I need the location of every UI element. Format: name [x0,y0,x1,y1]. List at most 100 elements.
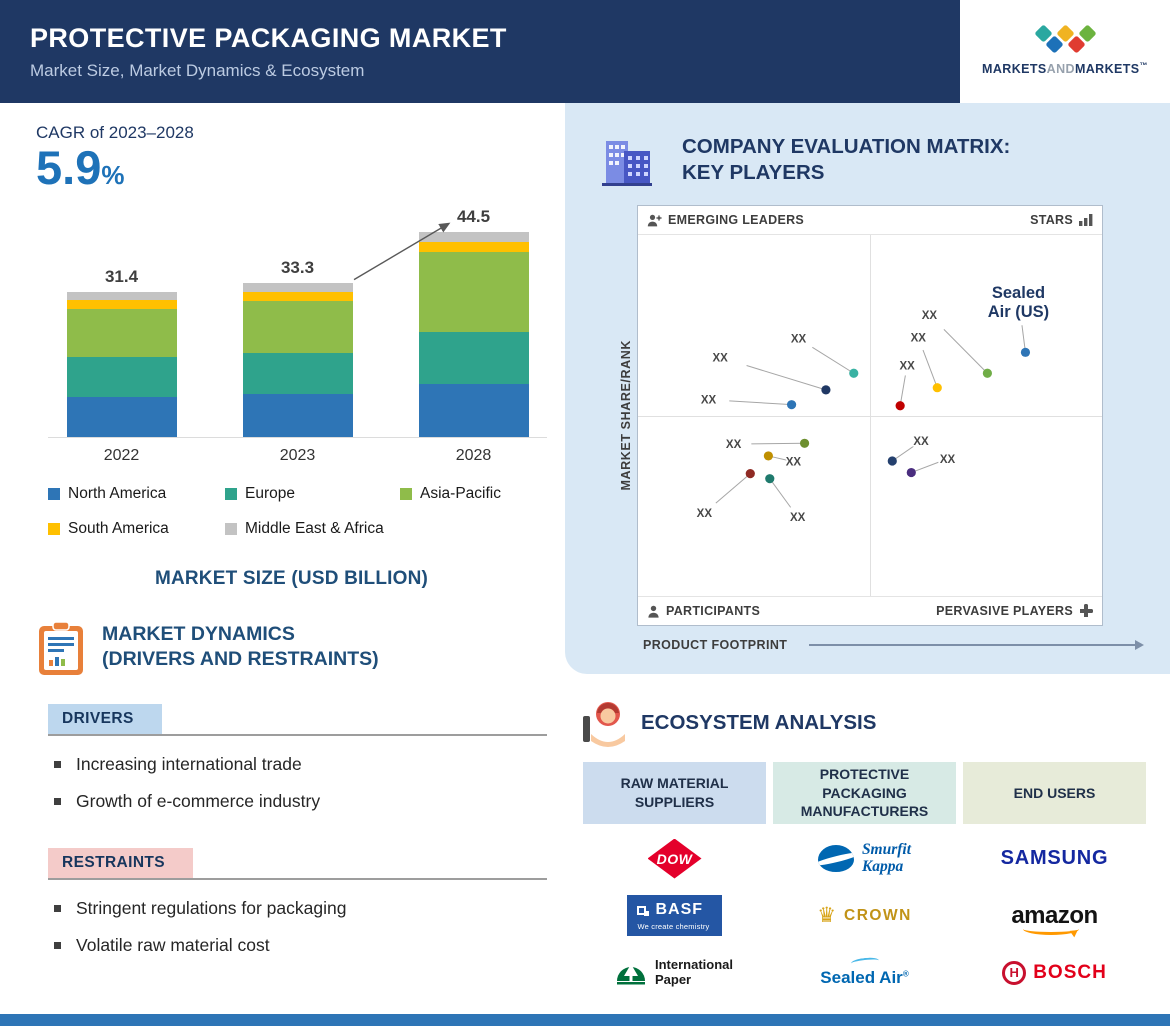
placeholder-label: XX [786,457,802,469]
content: CAGR of 2023–2028 5.9% 31.4 33.3 44.5 2022… [0,103,1170,1014]
bar-segment [66,396,177,437]
placeholder-label: XX [701,395,717,407]
company-dot [763,451,773,461]
end-users-column: END USERS SAMSUNG amazon [963,762,1146,1001]
smurfit-kappa-wordmark: Smurfit Kappa [861,841,912,875]
placeholder-label: XX [712,352,728,364]
legend-item: South America [48,520,225,538]
bar-total-label: 31.4 [104,267,139,287]
sealed-air-swoosh-icon [850,956,879,967]
bar-segment [418,231,529,243]
brand-wordmark: MARKETSANDMARKETS™ [982,61,1148,76]
international-paper-tree-icon [616,963,645,984]
international-paper-wordmark: International Paper [654,956,733,987]
bosch-wordmark: BOSCH [1033,961,1107,983]
logo-cell: International Paper [583,944,766,1001]
bar-2023: 33.3 [242,258,353,437]
company-buildings-icon [602,141,652,186]
legend-label: South America [68,519,169,537]
matrix-title: COMPANY EVALUATION MATRIX: KEY PLAYERS [682,134,1010,185]
logo-cell: SAMSUNG [963,830,1146,887]
legend-item: Middle East & Africa [225,520,400,538]
raw-material-suppliers-column: RAW MATERIAL SUPPLIERS DOW [583,762,766,1001]
ecosystem-heading: ECOSYSTEM ANALYSIS [641,711,877,734]
y-axis-label: MARKET SHARE/RANK [619,340,633,491]
bar-segment [418,383,529,437]
bar-stack [66,292,177,437]
market-dynamics-clipboard-icon [39,621,83,675]
leader-line [769,478,792,508]
brand-part-markets: MARKETS [982,62,1047,77]
placeholder-label: XX [791,334,807,346]
x-axis: PRODUCT FOOTPRINT [643,638,1144,652]
page-subtitle: Market Size, Market Dynamics & Ecosystem [30,60,365,80]
international-paper-logo: International Paper [616,956,733,988]
bar-segment [66,292,177,300]
restraint-item: Stringent regulations for packaging [52,898,547,919]
crown-wordmark: CROWN [844,906,912,924]
x-axis-label-2022: 2022 [103,446,140,464]
ecosystem-heading-row: ECOSYSTEM ANALYSIS [583,698,1164,748]
placeholder-label: XX [899,360,915,372]
company-dot [745,469,755,479]
basf-square-icon [644,911,650,916]
matrix-top-labels: EMERGING LEADERS STARS [638,206,1102,235]
cagr-label: CAGR of 2023–2028 [36,123,194,142]
chart-legend: North America Europe Asia-Pacific South Ame… [48,485,547,538]
smurfit-kappa-logo: Smurfit Kappa [817,841,912,875]
dynamics-title-line2: (DRIVERS AND RESTRAINTS) [102,648,379,671]
placeholder-label: XX [790,512,806,524]
cagr-number: 5.9 [36,141,102,194]
x-axis-label-2028: 2028 [455,446,492,464]
restraint-item: Volatile raw material cost [52,935,547,956]
restraints-section-header: RESTRAINTS [48,847,547,880]
logo-cell: ♛ CROWN [773,887,956,944]
legend-swatch [48,522,60,535]
placeholder-label: XX [911,333,927,345]
bar-segment [66,308,177,358]
ecosystem-section: ECOSYSTEM ANALYSIS RAW MATERIAL SUPPLIER… [565,674,1170,1001]
bar-segment [66,357,177,397]
bar-total-label: 33.3 [280,258,315,278]
matrix-bottom-labels: PARTICIPANTS PERVASIVE PLAYERS [638,596,1102,625]
crown-logo: ♛ CROWN [817,905,912,926]
basf-squares-icon [637,905,647,915]
bosch-anchor-icon: H [1002,960,1027,985]
placeholder-label: XX [726,439,742,451]
market-size-bar-chart: 31.4 33.3 44.5 2022 2023 2028 North America E… [48,202,547,538]
company-dot [982,368,992,378]
samsung-logo: SAMSUNG [1000,847,1109,869]
bar-total-label: 44.5 [456,206,491,226]
logo-cell: amazon [963,887,1146,944]
placeholder-label: XX [940,454,956,466]
bar-2022: 31.4 [66,267,177,437]
bar-segment [242,394,353,437]
x-axis-label: PRODUCT FOOTPRINT [643,638,788,652]
basf-tagline: We create chemistry [637,922,710,931]
page-title: PROTECTIVE PACKAGING MARKET [30,22,507,53]
bar-segment [418,331,529,384]
dynamics-title-line1: MARKET DYNAMICS [102,622,295,645]
brand-part-and: AND [1046,62,1075,77]
company-dot [799,438,810,448]
restraints-chip: RESTRAINTS [48,847,194,878]
quadrant-participants: PARTICIPANTS [647,604,760,618]
right-column: COMPANY EVALUATION MATRIX: KEY PLAYERS M… [565,103,1170,1014]
crown-icon: ♛ [817,904,837,927]
x-axis-label-2023: 2023 [279,446,316,464]
bar-stack [242,283,353,437]
logo-cell: Sealed Air® [773,944,956,1001]
chart-title: MARKET SIZE (USD BILLION) [154,567,429,589]
bar-segment [242,352,353,395]
bar-plot: 31.4 33.3 44.5 [48,202,547,437]
leader-line [943,329,988,374]
legend-label: Europe [245,484,295,502]
sealed-air-logo: Sealed Air® [820,956,909,988]
legend-label: Asia-Pacific [420,484,501,502]
amazon-smile-icon [1023,923,1080,935]
legend-swatch [48,487,60,500]
drivers-list: Increasing international trade Growth of… [52,754,547,812]
registered-symbol: ® [902,968,909,978]
legend-label: North America [68,484,167,502]
brand-logo: MARKETSANDMARKETS™ [960,0,1170,103]
